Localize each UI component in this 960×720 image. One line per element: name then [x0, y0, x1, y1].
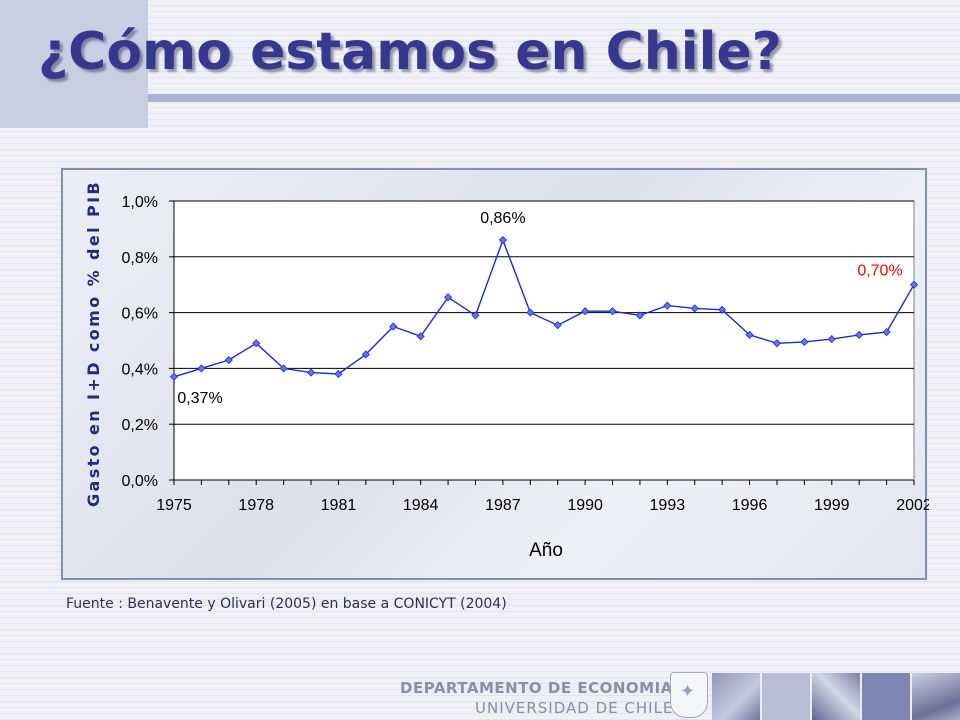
- x-tick-label: 1996: [732, 497, 768, 514]
- x-tick-label: 1984: [403, 497, 439, 514]
- data-point: [608, 307, 617, 316]
- photo-tile: [762, 673, 810, 720]
- x-tick-label: 1981: [321, 497, 357, 514]
- x-tick-label: 1990: [567, 497, 603, 514]
- data-point: [909, 280, 919, 289]
- source-note: Fuente : Benavente y Olivari (2005) en b…: [66, 596, 507, 612]
- x-tick-label: 1999: [814, 497, 850, 514]
- data-point: [882, 328, 891, 337]
- title-underline-bar: [148, 94, 960, 102]
- x-tick-label: 2002: [896, 497, 929, 514]
- photo-tile: [862, 673, 910, 720]
- x-tick-label: 1978: [238, 497, 274, 514]
- data-point: [526, 308, 535, 317]
- data-point: [690, 304, 699, 313]
- photo-tile: [712, 673, 760, 720]
- data-point: [800, 337, 809, 346]
- data-point: [306, 368, 316, 377]
- university-name: UNIVERSIDAD DE CHILE: [475, 699, 674, 717]
- data-point: [827, 335, 836, 344]
- footer-text: DEPARTAMENTO DE ECONOMIA UNIVERSIDAD DE …: [400, 679, 673, 717]
- data-point: [663, 301, 672, 310]
- data-point: [169, 372, 179, 381]
- department-name: DEPARTAMENTO DE ECONOMIA: [400, 679, 673, 697]
- data-point: [553, 321, 562, 330]
- data-point: [224, 355, 233, 365]
- data-point: [635, 311, 644, 320]
- corner-decoration: [0, 0, 148, 128]
- x-tick-label: 1975: [156, 497, 192, 514]
- y-tick-label: 0,0%: [122, 473, 158, 490]
- data-point: [279, 364, 288, 373]
- data-point: [416, 332, 425, 341]
- y-tick-label: 0,6%: [122, 306, 158, 323]
- data-point: [197, 364, 206, 373]
- y-tick-label: 1,0%: [122, 194, 158, 211]
- data-label: 0,37%: [177, 390, 222, 407]
- data-point: [718, 305, 727, 314]
- data-point: [498, 235, 507, 245]
- data-point: [772, 339, 782, 348]
- photo-tile: [912, 673, 960, 720]
- y-tick-label: 0,4%: [122, 361, 158, 378]
- chart-panel: 0,0% 0,2% 0,4% 0,6% 0,8% 1,0% 1975 1978 1981 1984…: [61, 168, 929, 580]
- data-label: 0,86%: [480, 210, 525, 227]
- data-point: [361, 350, 370, 359]
- data-point: [444, 293, 453, 302]
- data-point: [581, 307, 590, 316]
- x-axis-label: Año: [529, 540, 563, 561]
- x-tick-label: 1987: [485, 497, 521, 514]
- data-point: [334, 369, 343, 379]
- photo-tile: [812, 673, 860, 720]
- line-chart: 0,0% 0,2% 0,4% 0,6% 0,8% 1,0% 1975 1978 1981 1984…: [84, 180, 929, 561]
- data-point: [389, 322, 398, 331]
- x-tick-label: 1993: [650, 497, 686, 514]
- university-seal-icon: [670, 672, 708, 718]
- y-axis-label: Gasto en I+D como % del PIB: [84, 180, 103, 507]
- series-line: [173, 238, 915, 378]
- data-point: [855, 330, 864, 339]
- data-point: [745, 330, 754, 339]
- data-point: [471, 311, 480, 320]
- plot-area: [173, 200, 915, 481]
- y-tick-label: 0,2%: [122, 417, 158, 434]
- slide-title: ¿Cómo estamos en Chile?: [38, 22, 782, 82]
- y-tick-label: 0,8%: [122, 250, 158, 267]
- data-label: 0,70%: [857, 263, 902, 280]
- data-point: [252, 339, 261, 348]
